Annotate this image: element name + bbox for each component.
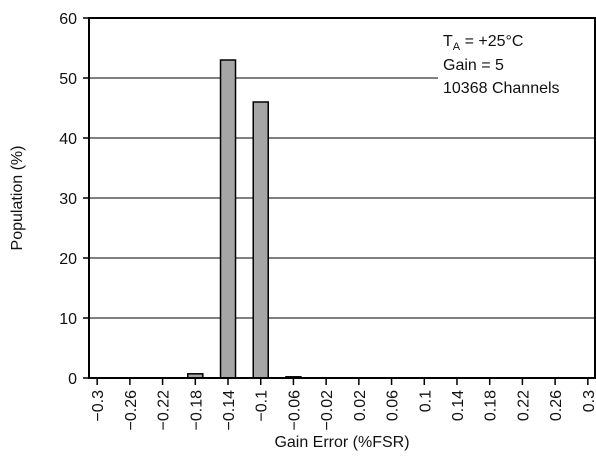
x-tick-label: 0.18 xyxy=(483,390,500,421)
annotation-temperature: TA = +25°C xyxy=(443,33,523,53)
x-tick-labels: −0.3 −0.26 −0.22 −0.18 −0.14 −0.1 −0.06 −0.02 0.… xyxy=(90,390,596,431)
y-axis-title: Population (%) xyxy=(9,146,26,251)
x-tick-label: −0.02 xyxy=(319,390,336,431)
x-tick-label: 0.02 xyxy=(352,390,369,421)
x-tick-label: 0.14 xyxy=(450,390,467,421)
x-tick-label: 0.1 xyxy=(417,390,434,412)
annotation-gain: Gain = 5 xyxy=(443,57,504,74)
grid-lines xyxy=(89,77,596,319)
annotation-channels: 10368 Channels xyxy=(443,80,560,97)
bars xyxy=(187,59,302,379)
x-tick-label: −0.3 xyxy=(90,390,107,422)
bar xyxy=(252,101,269,379)
y-tick-label: 20 xyxy=(59,251,77,268)
annotation-box: TA = +25°C Gain = 5 10368 Channels xyxy=(443,33,560,97)
y-tick-label: 40 xyxy=(59,131,77,148)
axes xyxy=(83,17,596,385)
y-tick-label: 0 xyxy=(68,371,77,388)
x-tick-label: −0.06 xyxy=(286,390,303,431)
x-tick-label: −0.1 xyxy=(254,390,271,422)
x-axis-title: Gain Error (%FSR) xyxy=(274,434,409,451)
y-tick-label: 30 xyxy=(59,191,77,208)
y-tick-label: 10 xyxy=(59,311,77,328)
x-tick-label: 0.06 xyxy=(385,390,402,421)
x-tick-label: −0.18 xyxy=(188,390,205,431)
x-tick-label: −0.14 xyxy=(221,390,238,431)
y-tick-label: 60 xyxy=(59,11,77,28)
x-tick-label: 0.22 xyxy=(515,390,532,421)
y-tick-labels: 0 10 20 30 40 50 60 xyxy=(59,11,77,388)
x-tick-label: −0.22 xyxy=(156,390,173,431)
x-tick-label: 0.26 xyxy=(548,390,565,421)
y-tick-label: 50 xyxy=(59,71,77,88)
x-tick-label: 0.3 xyxy=(581,390,596,412)
x-tick-label: −0.26 xyxy=(123,390,140,431)
bar xyxy=(219,59,237,379)
